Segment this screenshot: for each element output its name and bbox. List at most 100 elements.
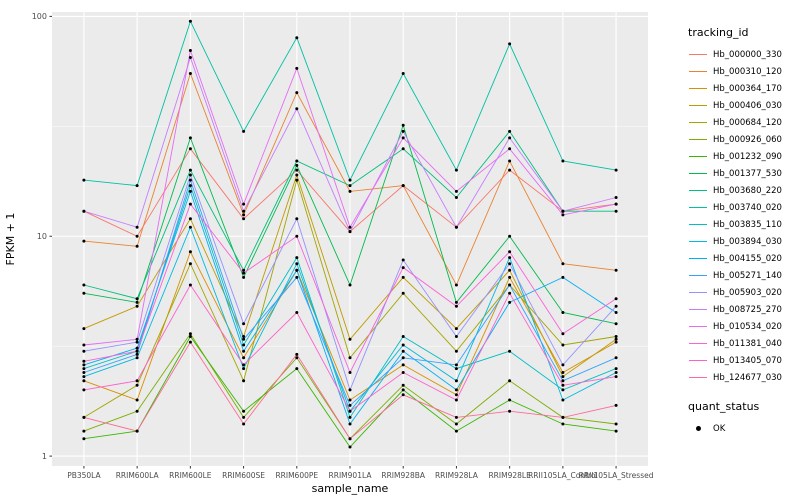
data-point xyxy=(454,415,458,419)
data-point xyxy=(295,91,299,95)
data-point xyxy=(82,388,86,392)
data-point xyxy=(242,367,246,371)
legend-key-line-icon xyxy=(688,131,708,148)
data-point xyxy=(454,283,458,287)
data-point xyxy=(614,202,618,206)
data-point xyxy=(561,159,565,163)
legend-key-point-icon xyxy=(688,420,708,437)
data-point xyxy=(348,178,352,182)
data-point xyxy=(614,268,618,272)
data-point xyxy=(295,268,299,272)
data-point xyxy=(188,184,192,188)
legend-item-label: Hb_124677_030 xyxy=(713,372,782,383)
data-point xyxy=(242,209,246,213)
data-point xyxy=(614,429,618,433)
x-tick-label: RRII105LA_Control xyxy=(528,471,598,480)
legend-key-line-icon xyxy=(688,80,708,97)
data-point xyxy=(135,225,139,229)
data-point xyxy=(188,202,192,206)
data-point xyxy=(561,379,565,383)
data-point xyxy=(82,359,86,363)
legend-item-label: Hb_003835_110 xyxy=(713,219,782,230)
data-point xyxy=(135,398,139,402)
data-point xyxy=(82,239,86,243)
data-point xyxy=(454,196,458,199)
data-point xyxy=(135,340,139,344)
legend-key-line-icon xyxy=(688,46,708,63)
data-point xyxy=(348,371,352,374)
data-point xyxy=(508,398,512,402)
data-point xyxy=(188,250,192,254)
legend-item-label: Hb_001377_530 xyxy=(713,168,782,179)
data-point xyxy=(242,335,246,338)
legend-key-line-icon xyxy=(688,301,708,318)
data-point xyxy=(454,367,458,371)
data-point xyxy=(401,371,405,374)
x-tick-label: RRIM928LA xyxy=(435,471,479,480)
x-tick-label: RRII105LA_Stressed xyxy=(579,471,654,480)
data-point xyxy=(401,349,405,353)
data-point xyxy=(348,398,352,402)
data-point xyxy=(135,346,139,350)
data-point xyxy=(508,409,512,413)
data-point xyxy=(508,291,512,295)
data-point xyxy=(614,322,618,326)
legend-item: Hb_000406_030 xyxy=(688,97,800,114)
data-point xyxy=(82,371,86,374)
data-point xyxy=(135,356,139,360)
data-point xyxy=(561,388,565,392)
data-point xyxy=(508,300,512,304)
legend-item: Hb_008725_270 xyxy=(688,301,800,318)
data-point xyxy=(135,234,139,238)
data-point xyxy=(188,217,192,221)
axes: 1 10 100 PB350LA RRIM600LA RRIM600LE RRIM600SE… xyxy=(32,12,654,480)
legend-item: Hb_000364_170 xyxy=(688,80,800,97)
legend-item: Hb_003680_220 xyxy=(688,182,800,199)
data-point xyxy=(614,311,618,314)
data-point xyxy=(348,184,352,188)
data-point xyxy=(242,363,246,367)
legend-item: Hb_000926_060 xyxy=(688,131,800,148)
data-point xyxy=(295,275,299,279)
data-point xyxy=(401,291,405,295)
data-point xyxy=(508,262,512,266)
data-point xyxy=(614,340,618,344)
data-point xyxy=(188,340,192,344)
data-point xyxy=(561,375,565,379)
quant-legend-items: OK xyxy=(688,420,800,437)
data-point xyxy=(561,311,565,314)
data-point xyxy=(561,343,565,347)
data-point xyxy=(508,129,512,133)
data-point xyxy=(561,398,565,402)
data-point xyxy=(401,343,405,347)
data-point xyxy=(348,445,352,449)
data-point xyxy=(508,250,512,254)
legend-item: Hb_010534_020 xyxy=(688,318,800,335)
legend-panel: tracking_id Hb_000000_330 Hb_000310_120 Hb… xyxy=(688,26,800,437)
data-point xyxy=(561,383,565,387)
legend-key-line-icon xyxy=(688,233,708,250)
data-point xyxy=(135,337,139,341)
data-point xyxy=(82,291,86,295)
data-point xyxy=(561,422,565,426)
legend-key-line-icon xyxy=(688,97,708,114)
data-point xyxy=(242,202,246,206)
legend-item-label: Hb_000926_060 xyxy=(713,134,782,145)
data-point xyxy=(188,56,192,59)
data-point xyxy=(454,379,458,383)
data-point xyxy=(454,300,458,304)
data-point xyxy=(135,297,139,301)
data-point xyxy=(242,343,246,347)
legend-key-line-icon xyxy=(688,165,708,182)
legend-item-label: Hb_013405_070 xyxy=(713,355,782,366)
data-point xyxy=(135,244,139,248)
data-point xyxy=(295,168,299,172)
data-point xyxy=(401,356,405,360)
data-points xyxy=(82,19,618,449)
data-point xyxy=(401,129,405,133)
legend-item: Hb_003835_110 xyxy=(688,216,800,233)
data-point xyxy=(454,335,458,338)
data-point xyxy=(454,304,458,308)
data-point xyxy=(508,349,512,353)
data-point xyxy=(561,262,565,266)
